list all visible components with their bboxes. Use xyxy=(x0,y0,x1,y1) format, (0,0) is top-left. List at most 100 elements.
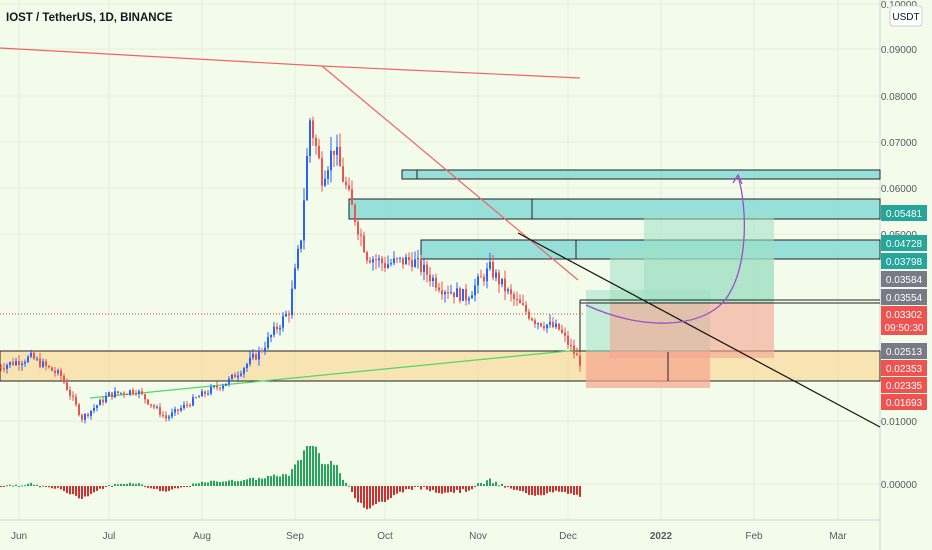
candle-body xyxy=(333,150,335,155)
histogram-bar xyxy=(549,486,551,492)
candle-body xyxy=(159,407,161,415)
histogram-bar xyxy=(201,481,203,486)
resistance-zone xyxy=(401,169,881,180)
histogram-bar xyxy=(123,483,125,486)
candle-body xyxy=(306,155,308,201)
histogram-bar xyxy=(18,485,20,487)
candle-body xyxy=(126,394,128,396)
candle-body xyxy=(270,335,272,338)
histogram-bar xyxy=(84,486,86,497)
price-axis[interactable]: 0.100000.090000.080000.070000.060000.050… xyxy=(881,0,927,491)
candle-body xyxy=(48,365,50,368)
histogram-bar xyxy=(183,486,185,487)
candle-body xyxy=(528,311,530,319)
histogram-bar xyxy=(570,486,572,494)
candle-body xyxy=(357,222,359,235)
histogram-bar xyxy=(441,486,443,494)
price-tag-label: 0.02353 xyxy=(886,364,923,375)
candle-body xyxy=(489,261,491,269)
histogram-bar xyxy=(321,463,323,486)
candle-body xyxy=(9,361,11,366)
histogram-bar xyxy=(96,486,98,491)
price-tag xyxy=(881,289,927,305)
histogram-bar xyxy=(432,486,434,491)
candle-body xyxy=(360,234,362,236)
candle-body xyxy=(336,147,338,155)
candle-body xyxy=(180,407,182,411)
candle-body xyxy=(21,363,23,366)
candle-body xyxy=(465,289,467,301)
histogram-bar xyxy=(393,486,395,496)
candle-body xyxy=(93,407,95,411)
candle-body xyxy=(195,397,197,399)
candle-body xyxy=(162,414,164,416)
histogram-bar xyxy=(117,484,119,486)
candle-body xyxy=(513,294,515,299)
candle-body xyxy=(6,365,8,369)
price-tick-label: 0.09000 xyxy=(881,45,918,56)
candle-body xyxy=(78,404,80,416)
histogram-bar xyxy=(420,486,422,490)
candle-body xyxy=(273,326,275,336)
histogram-bar xyxy=(234,481,236,486)
histogram-bar xyxy=(381,486,383,502)
histogram-bar xyxy=(282,474,284,486)
histogram-bar xyxy=(360,486,362,503)
histogram-bar xyxy=(426,486,428,490)
histogram-bar xyxy=(399,486,401,492)
candle-body xyxy=(144,394,146,400)
time-tick-label: Sep xyxy=(286,531,304,542)
histogram-bar xyxy=(468,486,470,491)
price-tag-label: 0.05481 xyxy=(886,209,923,220)
histogram-bar xyxy=(36,484,38,486)
histogram-bar xyxy=(198,483,200,486)
currency-badge[interactable]: USDT xyxy=(889,5,923,27)
candle-body xyxy=(63,376,65,383)
candle-body xyxy=(57,370,59,374)
histogram-bar xyxy=(456,486,458,490)
histogram-bar xyxy=(378,486,380,502)
histogram-bar xyxy=(288,475,290,486)
histogram-bar xyxy=(345,482,347,486)
time-axis[interactable]: Jun Jul Aug Sep Oct Nov Dec 2022 Feb Mar xyxy=(11,531,847,542)
candle-body xyxy=(318,146,320,159)
candle-body xyxy=(243,368,245,374)
candle-body xyxy=(0,366,2,369)
histogram-bar xyxy=(219,482,221,486)
histogram-bar xyxy=(480,482,482,486)
projection-arrowhead xyxy=(732,173,743,185)
histogram-bar xyxy=(264,478,266,486)
histogram-bar xyxy=(237,481,239,486)
target-zone xyxy=(644,213,774,303)
candle-body xyxy=(486,268,488,282)
candle-body xyxy=(201,391,203,397)
candle-body xyxy=(138,391,140,394)
histogram-bar xyxy=(279,476,281,486)
price-tag-label: 09:50:30 xyxy=(885,323,924,334)
candle-body xyxy=(561,329,563,333)
candle-body xyxy=(447,292,449,294)
candle-body xyxy=(186,404,188,406)
price-tag xyxy=(881,271,927,287)
histogram-bar xyxy=(213,480,215,486)
time-tick-label: Nov xyxy=(469,531,487,542)
candle-body xyxy=(249,357,251,365)
candle-body xyxy=(414,259,416,267)
candle-body xyxy=(525,304,527,312)
histogram-bar xyxy=(48,486,50,488)
candle-body xyxy=(363,235,365,253)
candle-body xyxy=(87,414,89,416)
price-tick-label: 0.06000 xyxy=(881,184,918,195)
candle-body xyxy=(36,358,38,360)
histogram-bar xyxy=(453,486,455,493)
candle-body xyxy=(543,326,545,329)
histogram-bar xyxy=(486,480,488,486)
histogram-bar xyxy=(90,486,92,494)
candle-body xyxy=(96,405,98,408)
oscillator-histogram xyxy=(0,446,581,510)
price-tag xyxy=(881,319,927,335)
histogram-bar xyxy=(276,476,278,486)
candle-body xyxy=(192,397,194,406)
histogram-bar xyxy=(390,486,392,499)
